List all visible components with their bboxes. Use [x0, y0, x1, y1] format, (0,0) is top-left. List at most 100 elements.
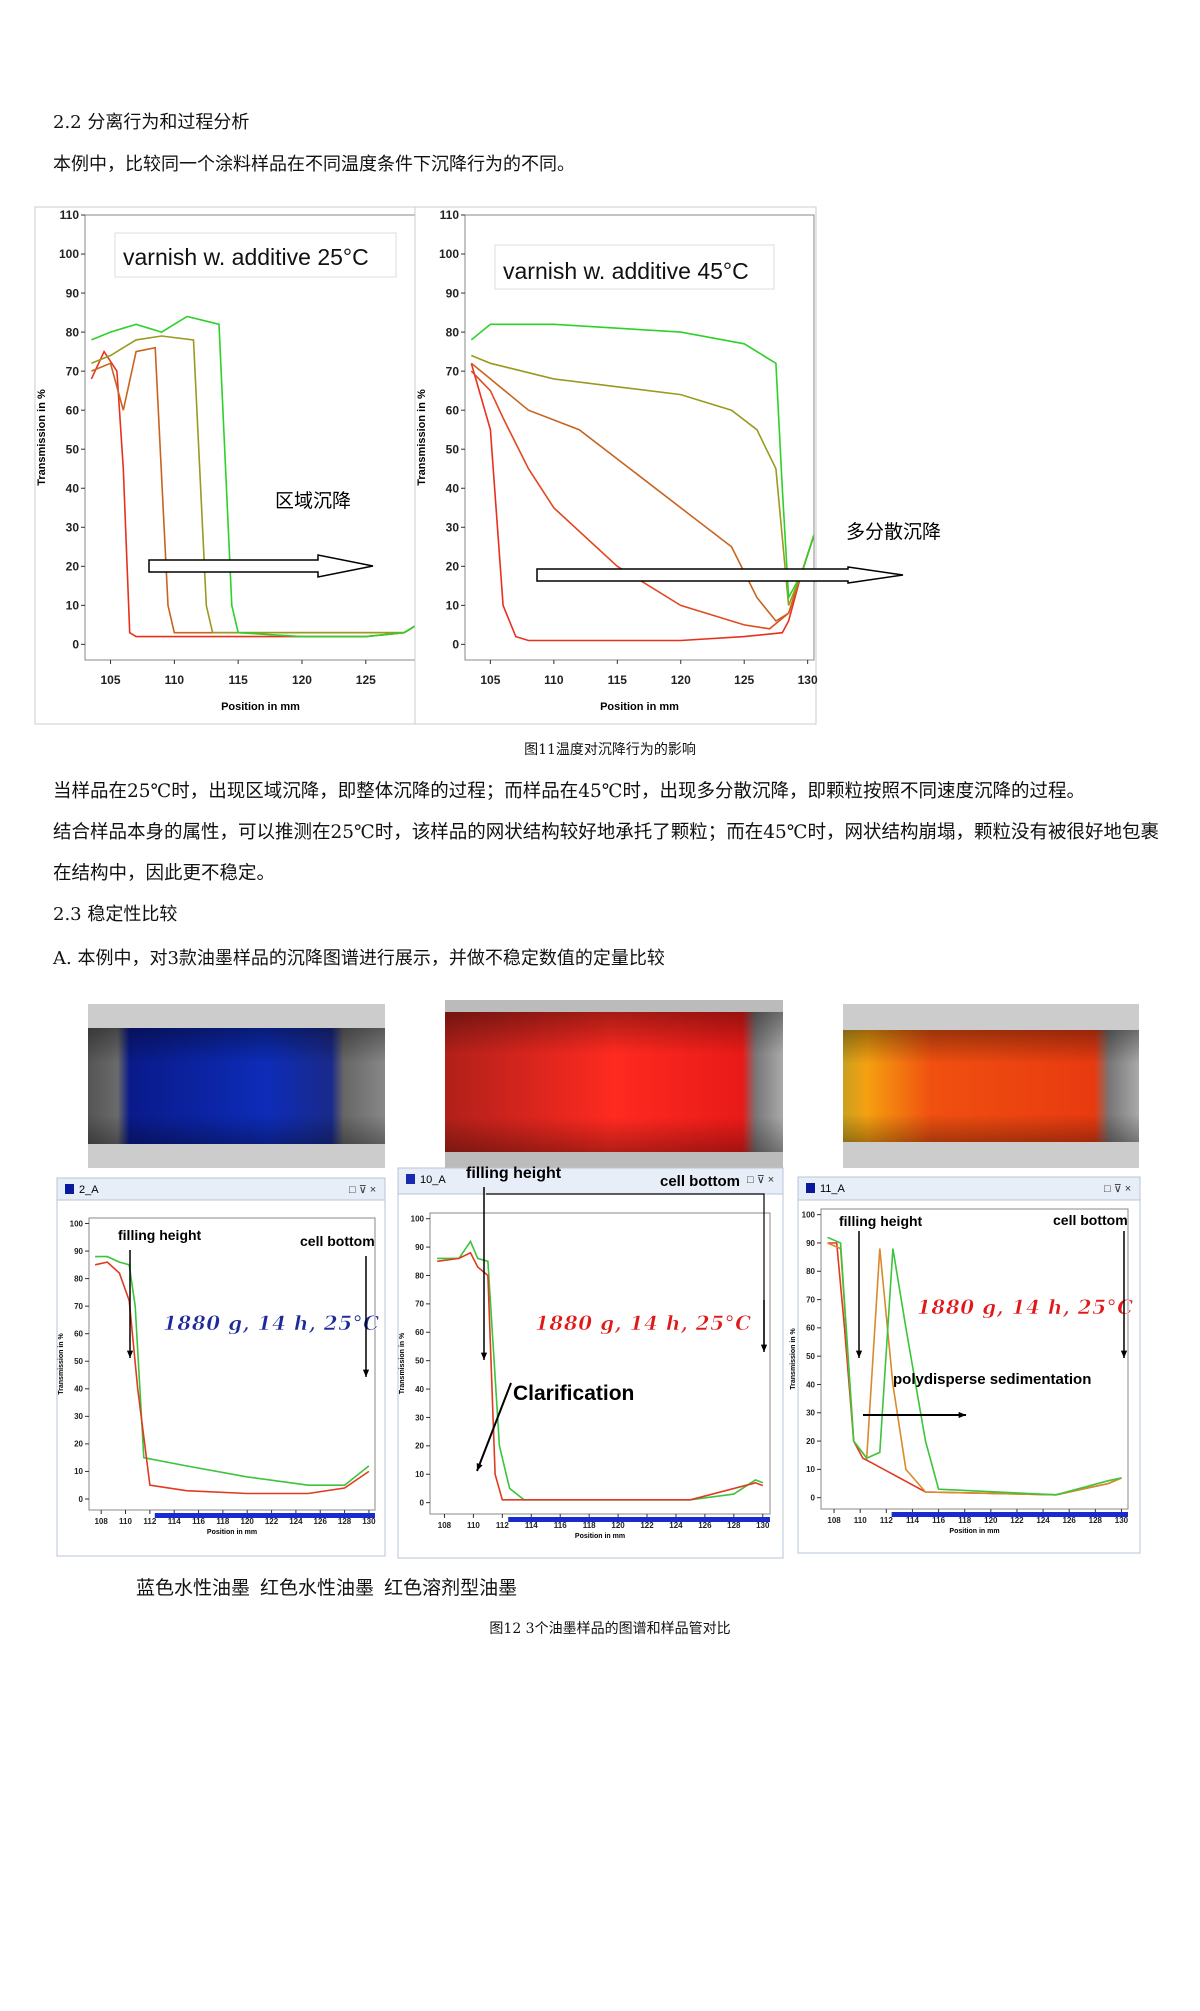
- x-axis-label: Position in mm: [600, 701, 679, 713]
- x-tick-label: 122: [265, 1517, 279, 1526]
- x-tick-label: 108: [438, 1521, 452, 1530]
- section-heading: 2.2 分离行为和过程分析: [53, 112, 250, 133]
- chart: 108 110 112 114 116 118 120 122 124 126 128 130 0 10 2…: [790, 1208, 1129, 1535]
- annotation: filling height: [839, 1213, 923, 1229]
- y-tick-label: 20: [446, 560, 460, 574]
- y-tick-label: 50: [74, 1357, 83, 1366]
- y-tick-label: 60: [66, 403, 80, 417]
- x-tick-label: 116: [932, 1516, 945, 1525]
- x-axis-label: Position in mm: [221, 701, 300, 713]
- y-tick-label: 70: [74, 1302, 83, 1311]
- x-tick-label: 105: [480, 673, 500, 687]
- figure-caption: 图12 3个油墨样品的图谱和样品管对比: [489, 1621, 731, 1637]
- y-tick-label: 90: [446, 286, 460, 300]
- x-tick-label: 114: [525, 1521, 538, 1530]
- x-tick-label: 125: [734, 673, 754, 687]
- x-tick-label: 116: [554, 1521, 567, 1530]
- x-tick-label: 118: [958, 1516, 971, 1525]
- x-tick-label: 115: [228, 673, 248, 687]
- y-tick-label: 80: [446, 325, 460, 339]
- x-tick-label: 124: [289, 1517, 303, 1526]
- x-tick-label: 110: [544, 673, 564, 687]
- x-tick-label: 105: [101, 673, 121, 687]
- x-tick-label: 124: [1036, 1516, 1050, 1525]
- y-tick-label: 30: [66, 520, 80, 534]
- x-tick-label: 110: [467, 1521, 480, 1530]
- y-tick-label: 0: [79, 1495, 84, 1504]
- x-tick-label: 115: [608, 673, 628, 687]
- x-axis-label: Position in mm: [949, 1528, 999, 1535]
- window-controls: □ ⊽ ×: [349, 1184, 376, 1196]
- position-bar: [508, 1517, 770, 1522]
- chart: 1051101151201251300102030405060708090100…: [36, 208, 440, 713]
- y-tick-label: 30: [415, 1413, 424, 1422]
- y-tick-label: 90: [415, 1243, 424, 1252]
- sample-photos: [88, 1000, 1139, 1168]
- y-tick-label: 40: [806, 1380, 815, 1389]
- window-header: [797, 1176, 1141, 1201]
- y-tick-label: 70: [806, 1295, 815, 1304]
- y-tick-label: 110: [440, 208, 460, 222]
- window-controls: □ ⊽ ×: [1104, 1183, 1131, 1195]
- y-tick-label: 70: [66, 364, 80, 378]
- window-title: 11_A: [820, 1183, 846, 1195]
- y-tick-label: 20: [66, 560, 80, 574]
- sample-labels: 蓝色水性油墨 红色水性油墨 红色溶剂型油墨: [136, 1577, 518, 1599]
- x-tick-label: 112: [143, 1517, 156, 1526]
- x-tick-label: 126: [1063, 1516, 1077, 1525]
- window-header: [397, 1167, 784, 1195]
- y-tick-label: 90: [66, 286, 80, 300]
- section-heading: 2.3 稳定性比较: [53, 904, 178, 925]
- title-box: [494, 244, 775, 290]
- y-tick-label: 90: [74, 1247, 83, 1256]
- chart-title: varnish w. additive 25°C: [123, 244, 369, 270]
- y-tick-label: 40: [66, 481, 80, 495]
- position-bar: [891, 1512, 1128, 1517]
- arrow-head: [476, 1463, 483, 1471]
- x-tick-label: 120: [292, 673, 312, 687]
- plot-area: [84, 214, 437, 661]
- x-tick-label: 128: [338, 1517, 352, 1526]
- series-line: [95, 1255, 370, 1486]
- y-tick-label: 40: [446, 481, 460, 495]
- y-tick-label: 100: [802, 1210, 816, 1219]
- y-tick-label: 80: [806, 1267, 815, 1276]
- series-line: [437, 1239, 764, 1501]
- y-tick-label: 0: [452, 638, 459, 652]
- y-tick-label: 30: [806, 1409, 815, 1418]
- x-tick-label: 112: [496, 1521, 509, 1530]
- plot-area: [820, 1208, 1129, 1510]
- series-line: [470, 354, 814, 606]
- annotation-box: [246, 470, 392, 530]
- paragraph: 当样品在25℃时，出现区域沉降，即整体沉降的过程；而样品在45℃时，出现多分散沉…: [53, 781, 1085, 802]
- x-tick-label: 128: [1089, 1516, 1103, 1525]
- window-header: [56, 1177, 386, 1201]
- series-line: [470, 323, 814, 601]
- plot-area: [429, 1212, 771, 1515]
- y-tick-label: 80: [66, 325, 80, 339]
- y-tick-label: 70: [415, 1300, 424, 1309]
- y-tick-label: 100: [59, 247, 79, 261]
- x-axis-label: Position in mm: [575, 1533, 625, 1540]
- window-controls: □ ⊽ ×: [747, 1174, 774, 1186]
- chart-title: varnish w. additive 45°C: [503, 258, 749, 284]
- annotation: 多分散沉降: [846, 521, 941, 543]
- arrow-head: [855, 1350, 863, 1358]
- annotation: polydisperse sedimentation: [893, 1371, 1091, 1388]
- y-axis-label: Transmission in %: [790, 1327, 797, 1389]
- window-icon: [806, 1183, 815, 1193]
- x-tick-label: 124: [669, 1521, 683, 1530]
- arrow-head: [362, 1369, 370, 1377]
- tube-shade: [88, 1028, 385, 1144]
- x-tick-label: 120: [611, 1521, 625, 1530]
- y-tick-label: 40: [74, 1385, 83, 1394]
- x-tick-label: 114: [906, 1516, 919, 1525]
- x-tick-label: 120: [241, 1517, 255, 1526]
- arrow-head: [480, 1352, 488, 1360]
- arrow: [148, 554, 374, 578]
- x-tick-label: 130: [1115, 1516, 1129, 1525]
- annotation: filling height: [118, 1227, 202, 1243]
- y-tick-label: 10: [415, 1470, 424, 1479]
- annotation: 1880 g, 14 h, 25°C: [535, 1311, 752, 1335]
